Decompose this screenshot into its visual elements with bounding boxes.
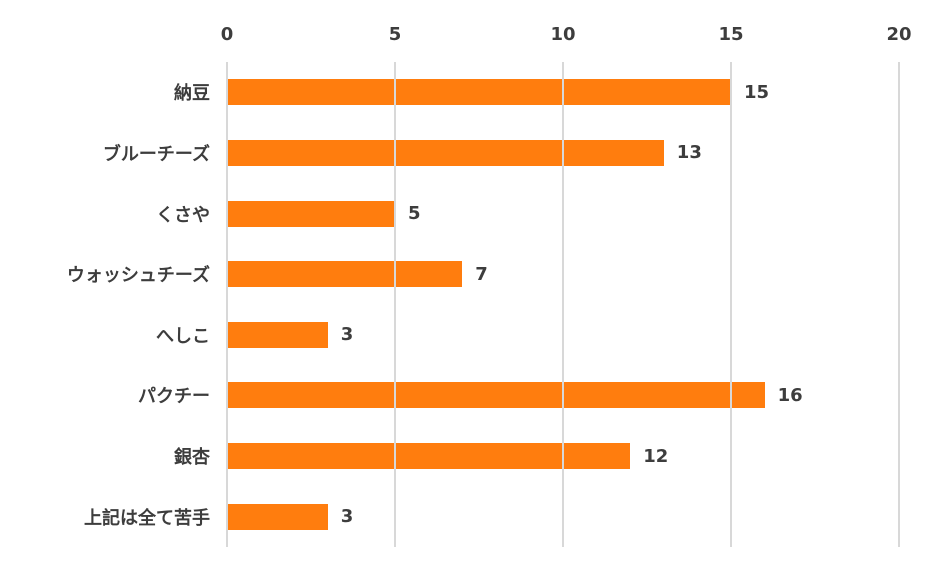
- bar-value-label: 5: [408, 203, 421, 225]
- x-axis-tick-label: 5: [388, 24, 402, 45]
- category-label: へしこ: [156, 325, 210, 347]
- x-axis-tick-label: 0: [220, 24, 234, 45]
- bar-area: 7: [210, 244, 940, 305]
- x-axis-tick-label: 20: [886, 24, 912, 45]
- category-label: ブルーチーズ: [102, 143, 210, 165]
- bar: [227, 321, 328, 348]
- bar-row: 納豆 15: [0, 62, 940, 123]
- bar-value-label: 7: [475, 263, 488, 285]
- bar: [227, 200, 395, 227]
- category-label: 納豆: [174, 83, 210, 105]
- x-axis-tick-label: 15: [718, 24, 744, 45]
- bar-area: 3: [210, 305, 940, 366]
- bar: [227, 79, 731, 106]
- category-label: くさや: [156, 204, 210, 226]
- bar-row: 銀杏 12: [0, 426, 940, 487]
- x-axis-tick-label: 10: [550, 24, 576, 45]
- bar-area: 5: [210, 183, 940, 244]
- bar-row: くさや 5: [0, 183, 940, 244]
- category-label: 上記は全て苦手: [84, 507, 210, 529]
- bar-area: 3: [210, 486, 940, 547]
- bar-area: 16: [210, 365, 940, 426]
- bar-area: 13: [210, 123, 940, 184]
- category-label: パクチー: [138, 386, 210, 408]
- bar: [227, 382, 765, 409]
- bar-value-label: 3: [340, 506, 354, 528]
- bar-area: 15: [210, 62, 940, 123]
- bar-row: 上記は全て苦手 3: [0, 486, 940, 547]
- bar-value-label: 3: [340, 324, 354, 346]
- bar-row: ブルーチーズ 13: [0, 123, 940, 184]
- bar: [227, 443, 631, 470]
- bar: [227, 503, 328, 530]
- bar: [227, 139, 664, 166]
- bar-row: ウォッシュチーズ 7: [0, 244, 940, 305]
- bar-area: 12: [210, 426, 940, 487]
- bar-row: パクチー 16: [0, 365, 940, 426]
- bar: [227, 261, 463, 288]
- bar-row: へしこ 3: [0, 305, 940, 366]
- chart-rows: 納豆 15 ブルーチーズ 13 くさや 5 ウォッシュチーズ 7 へしこ 3 パクチー 16 銀杏 12 上…: [0, 62, 940, 547]
- bar-value-label: 16: [777, 384, 803, 406]
- category-label: ウォッシュチーズ: [66, 265, 210, 287]
- bar-value-label: 13: [676, 142, 702, 164]
- bar-value-label: 15: [744, 81, 770, 103]
- bar-value-label: 12: [643, 445, 669, 467]
- category-label: 銀杏: [174, 447, 210, 469]
